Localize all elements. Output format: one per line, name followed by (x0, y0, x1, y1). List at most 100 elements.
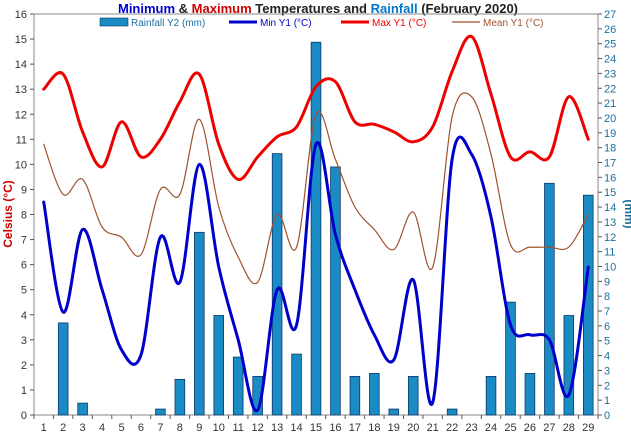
y-left-tick-label: 8 (21, 210, 27, 222)
y-left-tick-label: 9 (21, 184, 27, 196)
y-left-tick-label: 5 (21, 285, 27, 297)
y-left-tick-label: 11 (16, 134, 27, 146)
y-right-tick-label: 26 (604, 24, 616, 36)
rainfall-bar (349, 375, 361, 416)
y-right-tick-label: 19 (604, 128, 616, 140)
x-tick-label: 24 (485, 422, 497, 434)
rainfall-bar (57, 322, 69, 416)
y-left-tick-label: 12 (15, 109, 27, 121)
rainfall-bar (446, 408, 458, 416)
temperature-lines (42, 34, 590, 413)
chart-title: Minimum & Maximum Temperatures and Rainf… (118, 1, 518, 16)
y-right-tick-label: 21 (604, 98, 616, 110)
y-left-tick-label: 13 (15, 84, 27, 96)
y-right-tick-label: 18 (604, 143, 616, 155)
y-right-tick-label: 14 (604, 202, 616, 214)
y-left-tick-label: 16 (15, 9, 27, 21)
x-tick-label: 18 (368, 422, 380, 434)
y-left-tick-label: 0 (21, 410, 27, 422)
y-right-tick-label: 27 (604, 9, 616, 21)
title-part-1: & (175, 1, 192, 16)
y-left-tick-label: 15 (15, 34, 27, 46)
y-left-tick-label: 3 (21, 335, 27, 347)
y-right-tick-label: 16 (604, 172, 616, 184)
y-right-tick-label: 13 (604, 217, 616, 229)
x-tick-label: 15 (310, 422, 322, 434)
x-tick-label: 8 (177, 422, 183, 434)
y-right-tick-label: 4 (604, 351, 610, 363)
rainfall-bar (213, 315, 225, 416)
title-part-2: Maximum (192, 1, 252, 16)
y-right-tick-label: 25 (604, 39, 616, 51)
y-right-tick-label: 24 (604, 54, 616, 66)
y-right-tick-label: 3 (604, 365, 610, 377)
x-tick-label: 26 (524, 422, 536, 434)
y-right-tick-label: 23 (604, 68, 616, 80)
x-tick-label: 16 (329, 422, 341, 434)
chart-axes: 0123456789101112131415160123456789101112… (15, 9, 617, 434)
legend-label: Min Y1 (°C) (260, 18, 312, 29)
y-right-tick-label: 17 (604, 158, 616, 170)
y-axis-right-label: (mm) (622, 199, 631, 228)
y-right-tick-label: 2 (604, 380, 610, 392)
y-axis-left-label: Celsius (°C) (1, 180, 15, 247)
x-tick-label: 2 (60, 422, 66, 434)
x-tick-label: 20 (407, 422, 419, 434)
y-left-tick-label: 4 (21, 310, 27, 322)
legend-label: Mean Y1 (°C) (483, 18, 544, 29)
x-tick-label: 21 (427, 422, 439, 434)
rainfall-bar (291, 353, 302, 416)
x-tick-label: 29 (582, 422, 594, 434)
title-part-4: Rainfall (371, 1, 418, 16)
y-right-tick-label: 11 (604, 247, 615, 259)
x-tick-label: 1 (41, 422, 47, 434)
x-tick-label: 14 (290, 422, 302, 434)
x-tick-label: 23 (465, 422, 477, 434)
y-left-tick-label: 10 (15, 159, 27, 171)
rainfall-bar (388, 408, 400, 416)
rainfall-bar (330, 166, 341, 416)
y-right-tick-label: 6 (604, 321, 610, 333)
y-right-tick-label: 8 (604, 291, 610, 303)
rainfall-bar (485, 375, 497, 416)
rainfall-bar (310, 41, 322, 416)
y-left-tick-label: 7 (21, 235, 27, 247)
y-right-tick-label: 10 (604, 261, 616, 273)
y-right-tick-label: 9 (604, 276, 610, 288)
x-tick-label: 7 (157, 422, 163, 434)
rainfall-bars (57, 41, 594, 416)
legend-label: Rainfall Y2 (mm) (131, 18, 205, 29)
y-right-tick-label: 5 (604, 336, 610, 348)
min-temp-line (42, 135, 590, 413)
rainfall-bar (174, 378, 186, 416)
rainfall-bar (194, 231, 205, 416)
rainfall-bar (505, 301, 516, 416)
x-tick-label: 4 (99, 422, 105, 434)
rainfall-bar (524, 373, 536, 416)
x-tick-label: 22 (446, 422, 458, 434)
y-right-tick-label: 7 (604, 306, 610, 318)
rainfall-bar (407, 375, 419, 416)
x-tick-label: 19 (388, 422, 400, 434)
y-right-tick-label: 12 (604, 232, 616, 244)
rainfall-bar (232, 356, 244, 416)
x-tick-label: 10 (213, 422, 225, 434)
legend-swatch-rainfall (99, 17, 129, 27)
x-tick-label: 6 (138, 422, 144, 434)
x-tick-label: 3 (80, 422, 86, 434)
chart-legend: Rainfall Y2 (mm) Min Y1 (°C) Max Y1 (°C) Me… (99, 17, 544, 29)
y-left-tick-label: 1 (21, 385, 27, 397)
title-part-3: Temperatures and (252, 1, 371, 16)
rainfall-bar (544, 182, 555, 416)
y-right-tick-label: 20 (604, 113, 616, 125)
y-right-tick-label: 22 (604, 83, 616, 95)
x-tick-label: 11 (232, 422, 243, 434)
max-temp-line (42, 34, 590, 181)
x-tick-label: 12 (252, 422, 264, 434)
x-tick-label: 13 (271, 422, 283, 434)
y-right-tick-label: 15 (604, 187, 616, 199)
y-right-tick-label: 1 (604, 395, 610, 407)
y-left-tick-label: 14 (15, 59, 27, 71)
